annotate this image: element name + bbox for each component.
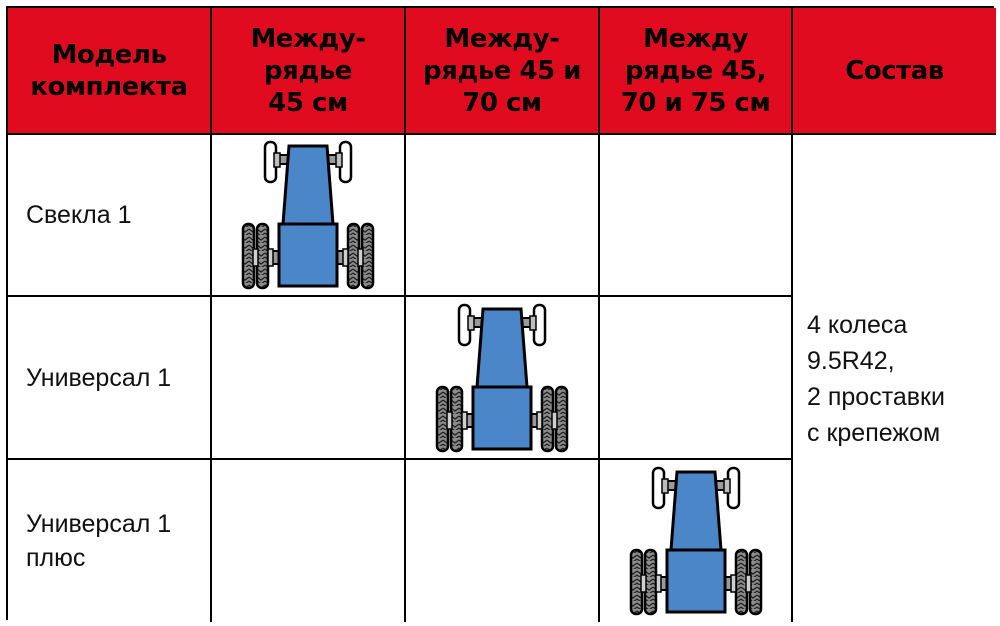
header-row-spacing-45-70: Между- рядье 45 и 70 см: [406, 8, 600, 135]
composition-text: 4 колеса 9.5R42, 2 проставки с крепежом: [793, 135, 996, 622]
header-row-spacing-45-70-75: Между рядье 45, 70 и 75 см: [600, 8, 793, 135]
tractor-top-view-icon: [435, 303, 569, 452]
cell-r2-c3: [600, 297, 793, 460]
cell-r2-c1: [212, 297, 406, 460]
cell-r1-c1: [212, 135, 406, 297]
cell-r1-c3: [600, 135, 793, 297]
cell-r2-c2: [406, 297, 600, 460]
header-row-spacing-45: Между- рядье 45 см: [212, 8, 406, 135]
cell-r1-c2: [406, 135, 600, 297]
row-label-svekla: Свекла 1: [8, 135, 212, 297]
kit-table: Модель комплекта Между- рядье 45 см Межд…: [6, 6, 996, 622]
tractor-top-view-icon: [629, 466, 762, 616]
cell-r3-c2: [406, 460, 600, 622]
header-composition: Состав: [793, 8, 996, 135]
header-model: Модель комплекта: [8, 8, 212, 135]
row-label-universal-plus: Универсал 1 плюс: [8, 460, 212, 622]
row-label-universal: Универсал 1: [8, 297, 212, 460]
cell-r3-c3: [600, 460, 793, 622]
tractor-top-view-icon: [241, 140, 375, 290]
cell-r3-c1: [212, 460, 406, 622]
